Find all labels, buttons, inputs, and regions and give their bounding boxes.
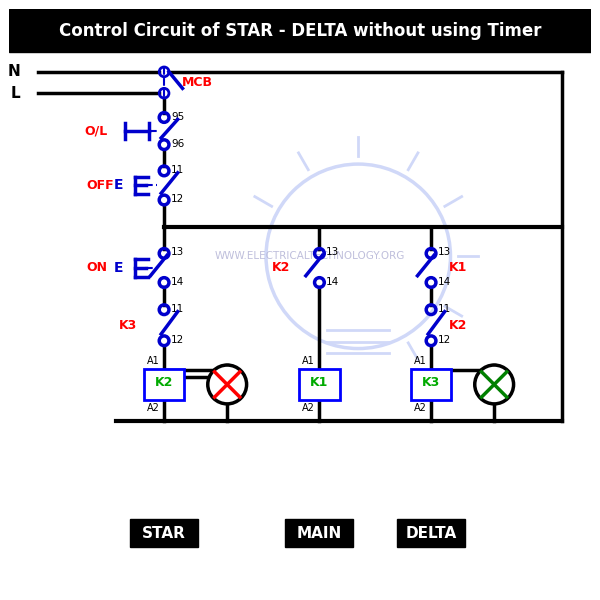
Circle shape xyxy=(208,365,247,404)
Text: A2: A2 xyxy=(302,403,315,413)
Text: L: L xyxy=(11,86,20,101)
Text: O/L: O/L xyxy=(85,125,108,137)
Text: A1: A1 xyxy=(146,356,160,366)
Text: A2: A2 xyxy=(413,403,427,413)
Bar xyxy=(143,369,184,400)
Text: A1: A1 xyxy=(413,356,427,366)
Text: 14: 14 xyxy=(326,277,340,287)
Bar xyxy=(9,9,591,52)
Bar xyxy=(410,369,451,400)
Text: 13: 13 xyxy=(171,247,184,257)
Text: 11: 11 xyxy=(438,304,451,314)
Bar xyxy=(130,520,198,547)
Text: 11: 11 xyxy=(171,304,184,314)
Bar xyxy=(286,520,353,547)
Text: MAIN: MAIN xyxy=(297,526,342,541)
Text: 14: 14 xyxy=(438,277,451,287)
Text: 12: 12 xyxy=(171,194,184,204)
Text: A2: A2 xyxy=(146,403,160,413)
Text: K2: K2 xyxy=(272,262,290,274)
Text: K2: K2 xyxy=(155,376,173,389)
Text: MCB: MCB xyxy=(182,76,212,89)
Text: E: E xyxy=(114,261,124,275)
Text: Control Circuit of STAR - DELTA without using Timer: Control Circuit of STAR - DELTA without … xyxy=(59,22,541,40)
Bar xyxy=(397,520,465,547)
Text: K2: K2 xyxy=(449,319,467,332)
Text: K1: K1 xyxy=(310,376,329,389)
Text: OFF: OFF xyxy=(86,179,114,192)
Bar xyxy=(299,369,340,400)
Text: N: N xyxy=(8,64,20,79)
Text: 14: 14 xyxy=(171,277,184,287)
Text: A1: A1 xyxy=(302,356,314,366)
Text: 95: 95 xyxy=(171,112,184,122)
Text: 13: 13 xyxy=(326,247,340,257)
Text: ON: ON xyxy=(86,262,107,274)
Text: K3: K3 xyxy=(119,319,137,332)
Text: K3: K3 xyxy=(422,376,440,389)
Text: 12: 12 xyxy=(171,335,184,345)
Text: DELTA: DELTA xyxy=(406,526,457,541)
Text: WWW.ELECTRICALTECHNOLOGY.ORG: WWW.ELECTRICALTECHNOLOGY.ORG xyxy=(215,251,405,262)
Text: E: E xyxy=(114,178,124,193)
Text: 96: 96 xyxy=(171,139,184,149)
Text: K1: K1 xyxy=(449,262,467,274)
Circle shape xyxy=(475,365,514,404)
Text: 13: 13 xyxy=(438,247,451,257)
Text: STAR: STAR xyxy=(142,526,186,541)
Text: 12: 12 xyxy=(438,335,451,345)
Text: 11: 11 xyxy=(171,165,184,175)
